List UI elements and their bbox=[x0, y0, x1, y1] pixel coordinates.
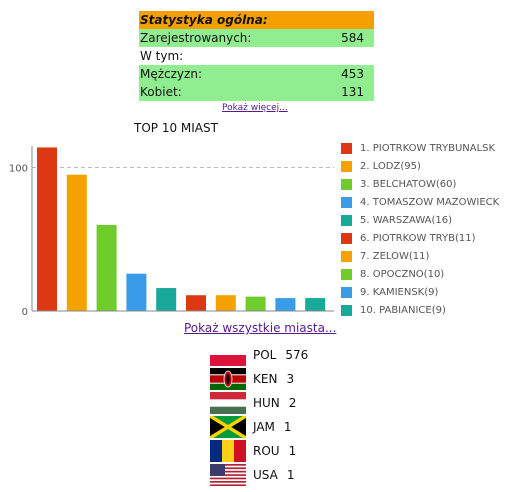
bar bbox=[96, 224, 117, 311]
country-code: HUN bbox=[253, 396, 280, 410]
legend-label: 4. TOMASZOW MAZOWIECK bbox=[360, 196, 500, 208]
show-all-cities-link[interactable]: Pokaż wszystkie miasta... bbox=[184, 321, 337, 335]
stats-label: W tym: bbox=[140, 49, 184, 63]
usa-flag-icon bbox=[210, 464, 246, 486]
legend-item: 7. ZELOW(11) bbox=[341, 247, 499, 265]
y-tick-label: 100 bbox=[9, 164, 28, 175]
stats-title: Statystyka ogólna: bbox=[140, 13, 268, 27]
hun-flag-icon bbox=[210, 392, 246, 414]
pol-flag-icon bbox=[210, 344, 246, 366]
country-row: USA 1 bbox=[210, 463, 308, 487]
country-code: ROU bbox=[253, 444, 280, 458]
legend-item: 2. LODZ(95) bbox=[341, 157, 499, 175]
legend-swatch bbox=[341, 250, 352, 262]
legend-item: 1. PIOTRKOW TRYBUNALSK bbox=[341, 139, 499, 157]
legend-label: 10. PABIANICE(9) bbox=[360, 304, 446, 316]
show-more-link[interactable]: Pokaż więcej... bbox=[222, 103, 288, 113]
country-code: JAM bbox=[253, 420, 275, 434]
legend-item: 8. OPOCZNO(10) bbox=[341, 265, 499, 283]
legend-label: 9. KAMIENSK(9) bbox=[360, 286, 439, 298]
legend-swatch bbox=[341, 304, 352, 316]
legend-swatch bbox=[341, 142, 352, 154]
legend-item: 5. WARSZAWA(16) bbox=[341, 211, 499, 229]
ken-flag-icon bbox=[210, 368, 246, 390]
chart-title: TOP 10 MIAST bbox=[134, 121, 218, 135]
stats-row-women: Kobiet: 131 bbox=[139, 83, 374, 101]
bar bbox=[186, 295, 206, 311]
y-tick-label: 0 bbox=[22, 307, 28, 318]
bar bbox=[156, 288, 177, 311]
legend-item: 4. TOMASZOW MAZOWIECK bbox=[341, 193, 499, 211]
country-code: USA bbox=[253, 468, 278, 482]
bar bbox=[126, 273, 147, 311]
bar bbox=[37, 147, 57, 311]
country-code: KEN bbox=[253, 372, 278, 386]
stats-value: 131 bbox=[341, 85, 364, 99]
stats-header: Statystyka ogólna: bbox=[139, 11, 374, 29]
legend-label: 6. PIOTRKOW TRYB(11) bbox=[360, 232, 476, 244]
legend-swatch bbox=[341, 160, 352, 172]
stats-label: Zarejestrowanych: bbox=[140, 31, 252, 45]
legend-swatch bbox=[341, 232, 352, 244]
country-count: 1 bbox=[288, 444, 297, 458]
country-row: KEN 3 bbox=[210, 367, 308, 391]
stats-row-men: Mężczyzn: 453 bbox=[139, 65, 374, 83]
country-count: 3 bbox=[286, 372, 295, 386]
stats-table: Statystyka ogólna: Zarejestrowanych: 584… bbox=[139, 11, 374, 101]
country-count: 576 bbox=[285, 348, 309, 362]
country-row: HUN 2 bbox=[210, 391, 308, 415]
country-code: POL bbox=[253, 348, 277, 362]
chart-legend: 1. PIOTRKOW TRYBUNALSK 2. LODZ(95) 3. BELC… bbox=[341, 139, 499, 319]
bar bbox=[305, 298, 326, 311]
jam-flag-icon bbox=[210, 416, 246, 438]
stats-value: 584 bbox=[341, 31, 364, 45]
legend-item: 9. KAMIENSK(9) bbox=[341, 283, 499, 301]
legend-swatch bbox=[341, 268, 352, 280]
bar-chart: 0 100 bbox=[9, 146, 334, 318]
legend-swatch bbox=[341, 196, 352, 208]
legend-swatch bbox=[341, 286, 352, 298]
legend-label: 3. BELCHATOW(60) bbox=[360, 178, 457, 190]
bar bbox=[66, 174, 87, 311]
country-row: JAM 1 bbox=[210, 415, 308, 439]
country-count: 2 bbox=[288, 396, 297, 410]
stats-row-registered: Zarejestrowanych: 584 bbox=[139, 29, 374, 47]
country-row: POL 576 bbox=[210, 343, 308, 367]
legend-label: 2. LODZ(95) bbox=[360, 160, 421, 172]
bar bbox=[275, 298, 296, 311]
country-count: 1 bbox=[283, 420, 292, 434]
country-row: ROU 1 bbox=[210, 439, 308, 463]
legend-item: 3. BELCHATOW(60) bbox=[341, 175, 499, 193]
bar bbox=[245, 296, 266, 311]
legend-label: 5. WARSZAWA(16) bbox=[360, 214, 453, 226]
legend-swatch bbox=[341, 178, 352, 190]
legend-item: 10. PABIANICE(9) bbox=[341, 301, 499, 319]
rou-flag-icon bbox=[210, 440, 246, 462]
stats-value: 453 bbox=[341, 67, 364, 81]
country-list: POL 576 KEN 3 HUN 2 JAM 1 bbox=[210, 343, 308, 487]
legend-item: 6. PIOTRKOW TRYB(11) bbox=[341, 229, 499, 247]
country-count: 1 bbox=[286, 468, 295, 482]
legend-swatch bbox=[341, 214, 352, 226]
stats-label: Kobiet: bbox=[140, 85, 182, 99]
stats-row-including: W tym: bbox=[139, 47, 374, 65]
legend-label: 1. PIOTRKOW TRYBUNALSK bbox=[360, 142, 496, 154]
legend-label: 8. OPOCZNO(10) bbox=[360, 268, 445, 280]
stats-label: Mężczyzn: bbox=[140, 67, 202, 81]
bar bbox=[215, 295, 236, 311]
legend-label: 7. ZELOW(11) bbox=[360, 250, 430, 262]
